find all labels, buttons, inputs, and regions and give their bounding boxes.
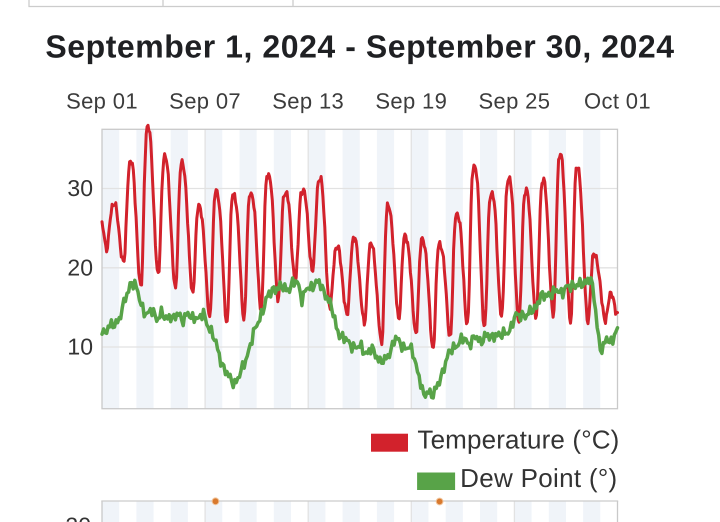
svg-text:Sep 19: Sep 19 xyxy=(375,89,447,114)
svg-text:Temperature (°C): Temperature (°C) xyxy=(417,424,619,454)
svg-text:September 1, 2024 - September: September 1, 2024 - September 30, 2024 xyxy=(45,29,674,65)
svg-text:Sep 13: Sep 13 xyxy=(272,89,344,114)
svg-text:30: 30 xyxy=(67,175,93,201)
svg-text:Oct 01: Oct 01 xyxy=(584,89,651,114)
svg-text:Sep 25: Sep 25 xyxy=(478,89,550,114)
svg-text:Sep 07: Sep 07 xyxy=(169,89,241,114)
svg-text:Dew Point (°): Dew Point (°) xyxy=(460,463,617,493)
svg-text:20: 20 xyxy=(65,512,91,522)
svg-text:Sep 01: Sep 01 xyxy=(66,89,138,114)
svg-text:20: 20 xyxy=(67,254,93,280)
svg-text:10: 10 xyxy=(67,334,93,360)
